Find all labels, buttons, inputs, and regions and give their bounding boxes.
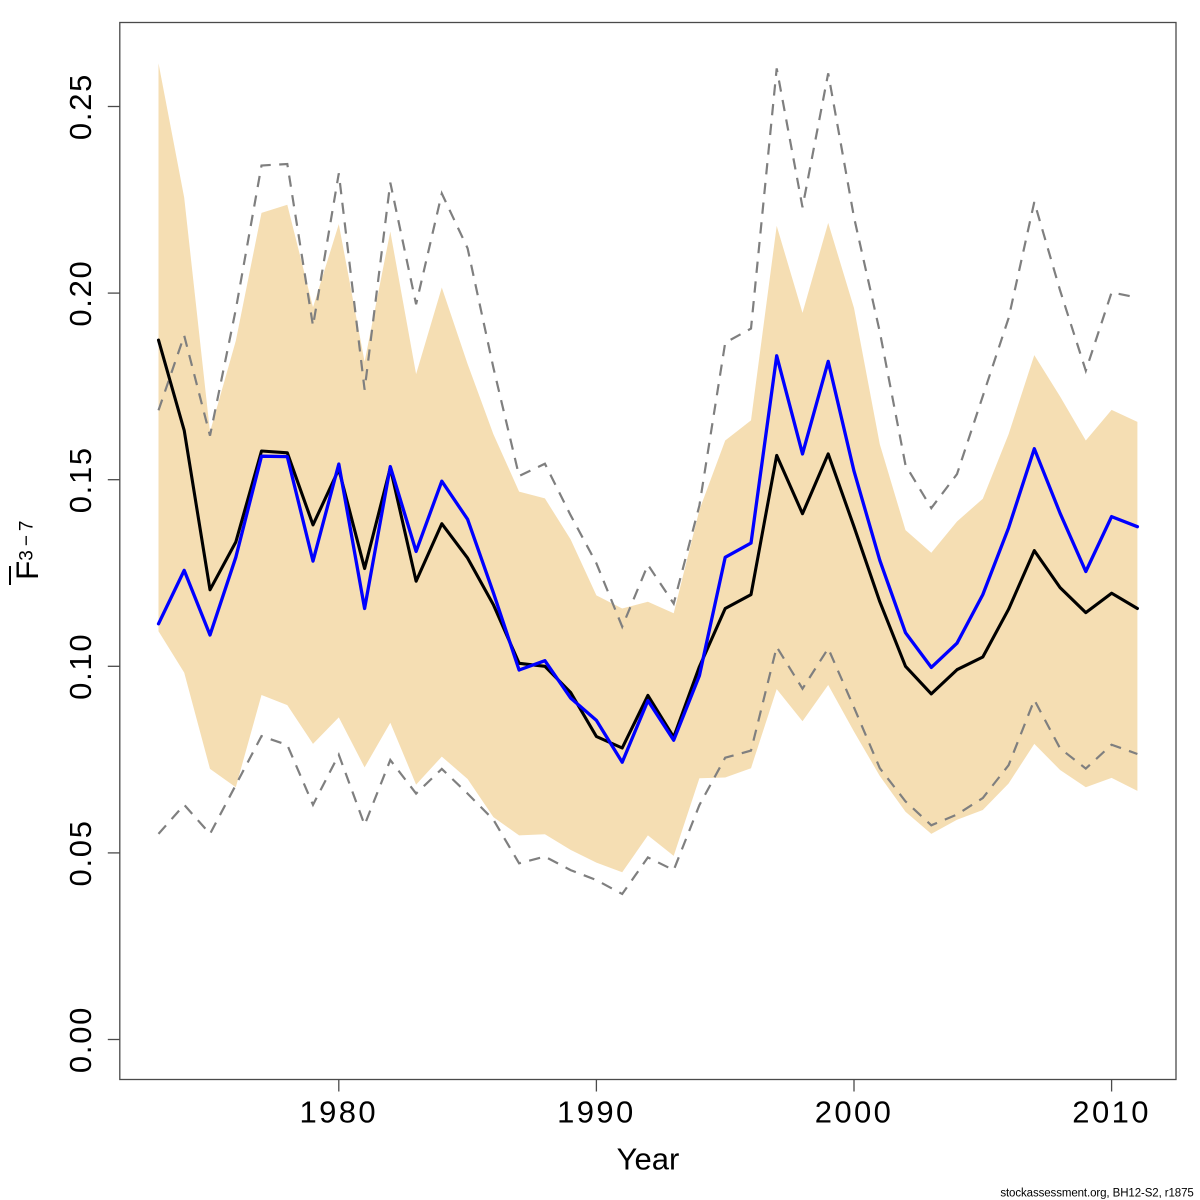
svg-text:Year: Year xyxy=(617,1142,680,1177)
svg-text:stockassessment.org, BH12-S2,: stockassessment.org, BH12-S2, r1875 xyxy=(1000,1188,1193,1200)
svg-text:1980: 1980 xyxy=(300,1095,379,1130)
svg-text:0.00: 0.00 xyxy=(63,1006,98,1073)
svg-text:0.15: 0.15 xyxy=(63,446,98,513)
svg-text:0.10: 0.10 xyxy=(63,633,98,700)
svg-text:2000: 2000 xyxy=(815,1095,894,1130)
svg-text:2010: 2010 xyxy=(1072,1095,1151,1130)
svg-text:0.20: 0.20 xyxy=(63,260,98,327)
svg-text:1990: 1990 xyxy=(557,1095,636,1130)
svg-text:0.05: 0.05 xyxy=(63,819,98,886)
svg-text:0.25: 0.25 xyxy=(63,73,98,140)
